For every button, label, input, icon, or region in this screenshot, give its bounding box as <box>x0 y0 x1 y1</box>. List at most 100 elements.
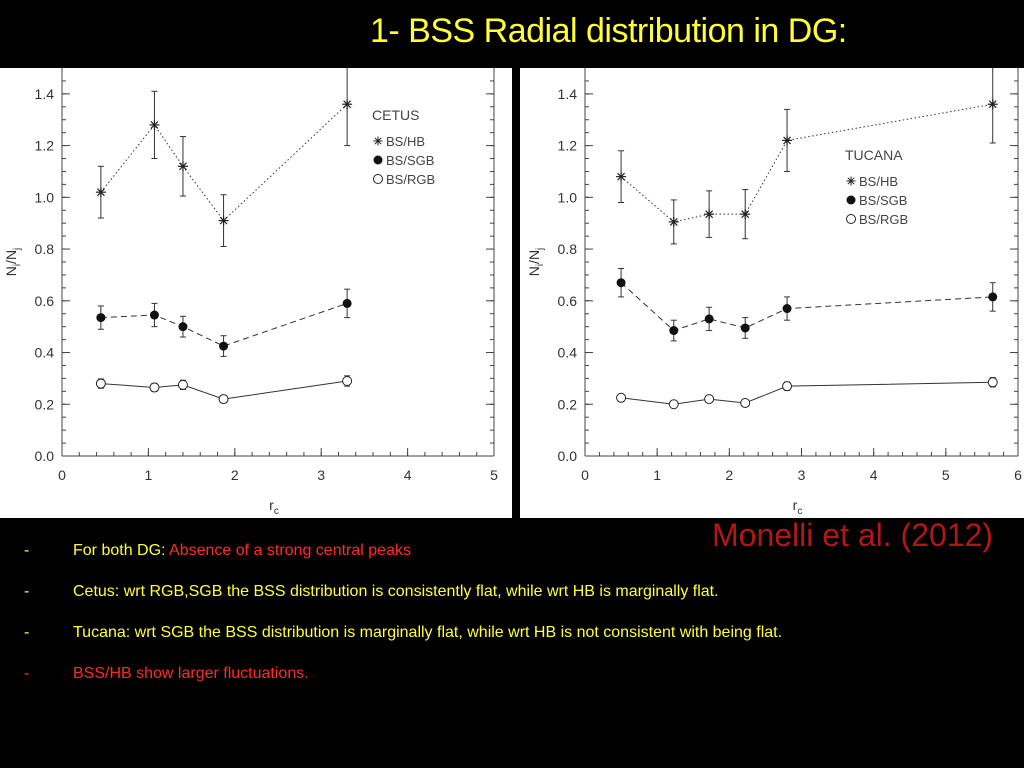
bullet-dash: - <box>24 624 30 641</box>
x-tick-label: 2 <box>231 467 239 483</box>
y-axis-label-sub: i <box>12 264 23 266</box>
cetus-chart-panel: 0.0 0.2 0.4 0.6 0.8 1.0 1.2 1.4 0 1 2 3 4 5 rc Ni/Nj CET… <box>0 62 512 518</box>
x-axis-label: rc <box>793 497 803 517</box>
bullet-prefix: For both DG: <box>73 542 170 559</box>
citation: Monelli et al. (2012) <box>712 517 994 553</box>
legend-star-icon <box>374 137 382 145</box>
legend-title: CETUS <box>372 107 419 123</box>
legend-open-circle-icon <box>373 174 383 184</box>
data-point-open <box>342 375 353 386</box>
series-bs-rgb <box>95 375 353 405</box>
x-tick-label: 1 <box>653 467 661 483</box>
data-point-star <box>218 215 229 226</box>
x-tick-label: 4 <box>870 467 878 483</box>
legend-label: BS/SGB <box>386 153 434 168</box>
y-tick-label: 0.0 <box>35 448 55 464</box>
series-line <box>620 103 993 223</box>
legend-filled-circle-icon <box>373 155 383 165</box>
x-tick-label: 4 <box>404 467 412 483</box>
data-point-filled <box>178 322 188 332</box>
data-point-filled <box>740 323 750 333</box>
y-tick-label: 1.0 <box>35 189 55 205</box>
y-axis-label: Ni/Nj <box>3 248 23 277</box>
data-point-open <box>782 381 793 392</box>
star-stroke <box>219 216 228 225</box>
axes: 0.0 0.2 0.4 0.6 0.8 1.0 1.2 1.4 0 1 2 3 4 5 6 rc Ni/Nj <box>526 68 1022 517</box>
star-stroke <box>988 100 997 109</box>
y-tick-label: 0.4 <box>558 345 578 361</box>
data-point-star <box>616 171 627 182</box>
data-point-filled <box>96 313 106 323</box>
data-point-open <box>177 379 188 390</box>
series-bs-hb <box>95 62 353 247</box>
legend-label: BS/RGB <box>386 172 435 187</box>
data-point-star <box>782 135 793 146</box>
x-tick-label: 3 <box>317 467 325 483</box>
y-axis-label: Ni/Nj <box>526 248 546 277</box>
data-point-filled <box>342 298 352 308</box>
y-tick-label: 0.6 <box>558 293 578 309</box>
bullet-item: - Cetus: wrt RGB,SGB the BSS distributio… <box>0 579 1024 620</box>
y-tick-label: 1.2 <box>558 138 578 154</box>
data-point-filled <box>669 326 679 336</box>
tucana-chart-panel: 0.0 0.2 0.4 0.6 0.8 1.0 1.2 1.4 0 1 2 3 4 5 6 rc Ni/Nj TU… <box>520 64 1024 518</box>
data-point-filled <box>149 310 159 320</box>
legend: CETUS BS/HB BS/SGB BS/RGB <box>372 107 435 187</box>
data-point-star <box>987 99 998 110</box>
star-stroke <box>741 210 750 219</box>
bullet-item: - BSS/HB show larger fluctuations. <box>0 661 1024 702</box>
x-tick-label: 0 <box>58 467 66 483</box>
data-point-star <box>740 209 751 220</box>
x-tick-label: 6 <box>1014 467 1022 483</box>
x-tick-label: 5 <box>942 467 950 483</box>
series-line <box>620 282 993 332</box>
x-tick-label: 3 <box>798 467 806 483</box>
data-point-open <box>987 377 998 388</box>
star-stroke <box>617 172 626 181</box>
data-point-filled <box>219 341 229 351</box>
bullet-dash: - <box>24 665 30 682</box>
x-axis-label-sub: c <box>797 506 802 517</box>
legend-star-icon <box>847 177 855 185</box>
data-point-filled <box>616 278 626 288</box>
cetus-chart: 0.0 0.2 0.4 0.6 0.8 1.0 1.2 1.4 0 1 2 3 4 5 rc Ni/Nj CET… <box>3 62 498 517</box>
y-tick-label: 0.0 <box>558 448 578 464</box>
y-tick-label: 1.2 <box>35 138 55 154</box>
y-tick-label: 0.8 <box>35 241 55 257</box>
legend-filled-circle-icon <box>846 195 856 205</box>
star-stroke <box>179 162 187 171</box>
data-point-star <box>342 99 353 110</box>
series-bs-hb <box>616 64 998 245</box>
legend-label: BS/HB <box>859 174 898 189</box>
y-tick-label: 0.8 <box>558 241 578 257</box>
y-axis-label-mid: /N <box>526 250 542 264</box>
star-stroke <box>343 100 352 109</box>
bullet-item: - For both DG: Absence of a strong centr… <box>0 538 1024 579</box>
data-point-filled <box>704 314 714 324</box>
star-stroke <box>783 136 791 145</box>
data-point-star <box>95 187 106 198</box>
bullet-text: Cetus: wrt RGB,SGB the BSS distribution … <box>73 583 719 600</box>
tucana-chart: 0.0 0.2 0.4 0.6 0.8 1.0 1.2 1.4 0 1 2 3 4 5 6 rc Ni/Nj TU… <box>526 64 1022 517</box>
y-tick-label: 1.4 <box>35 86 55 102</box>
legend-open-circle-icon <box>846 214 856 224</box>
bullet-highlight: Absence of a strong central peaks <box>169 542 411 559</box>
bullet-text: For both DG: Absence of a strong central… <box>73 542 411 560</box>
data-point-star <box>704 209 715 220</box>
star-stroke <box>705 210 714 219</box>
data-point-star <box>668 216 679 227</box>
y-tick-label: 1.4 <box>558 86 578 102</box>
y-axis-label-sub: j <box>535 248 546 251</box>
data-point-open <box>740 397 751 408</box>
slide-title: 1- BSS Radial distribution in DG: <box>370 12 847 50</box>
bullet-list: - For both DG: Absence of a strong centr… <box>0 538 1024 702</box>
star-stroke <box>96 188 105 197</box>
data-point-open <box>95 378 106 389</box>
data-point-open <box>149 382 160 393</box>
data-point-open <box>218 394 229 405</box>
series-bs-sgb <box>96 288 352 357</box>
x-axis-label-sub: c <box>274 506 279 517</box>
y-tick-label: 0.6 <box>35 293 55 309</box>
data-point-open <box>616 392 627 403</box>
data-point-star <box>177 161 188 172</box>
